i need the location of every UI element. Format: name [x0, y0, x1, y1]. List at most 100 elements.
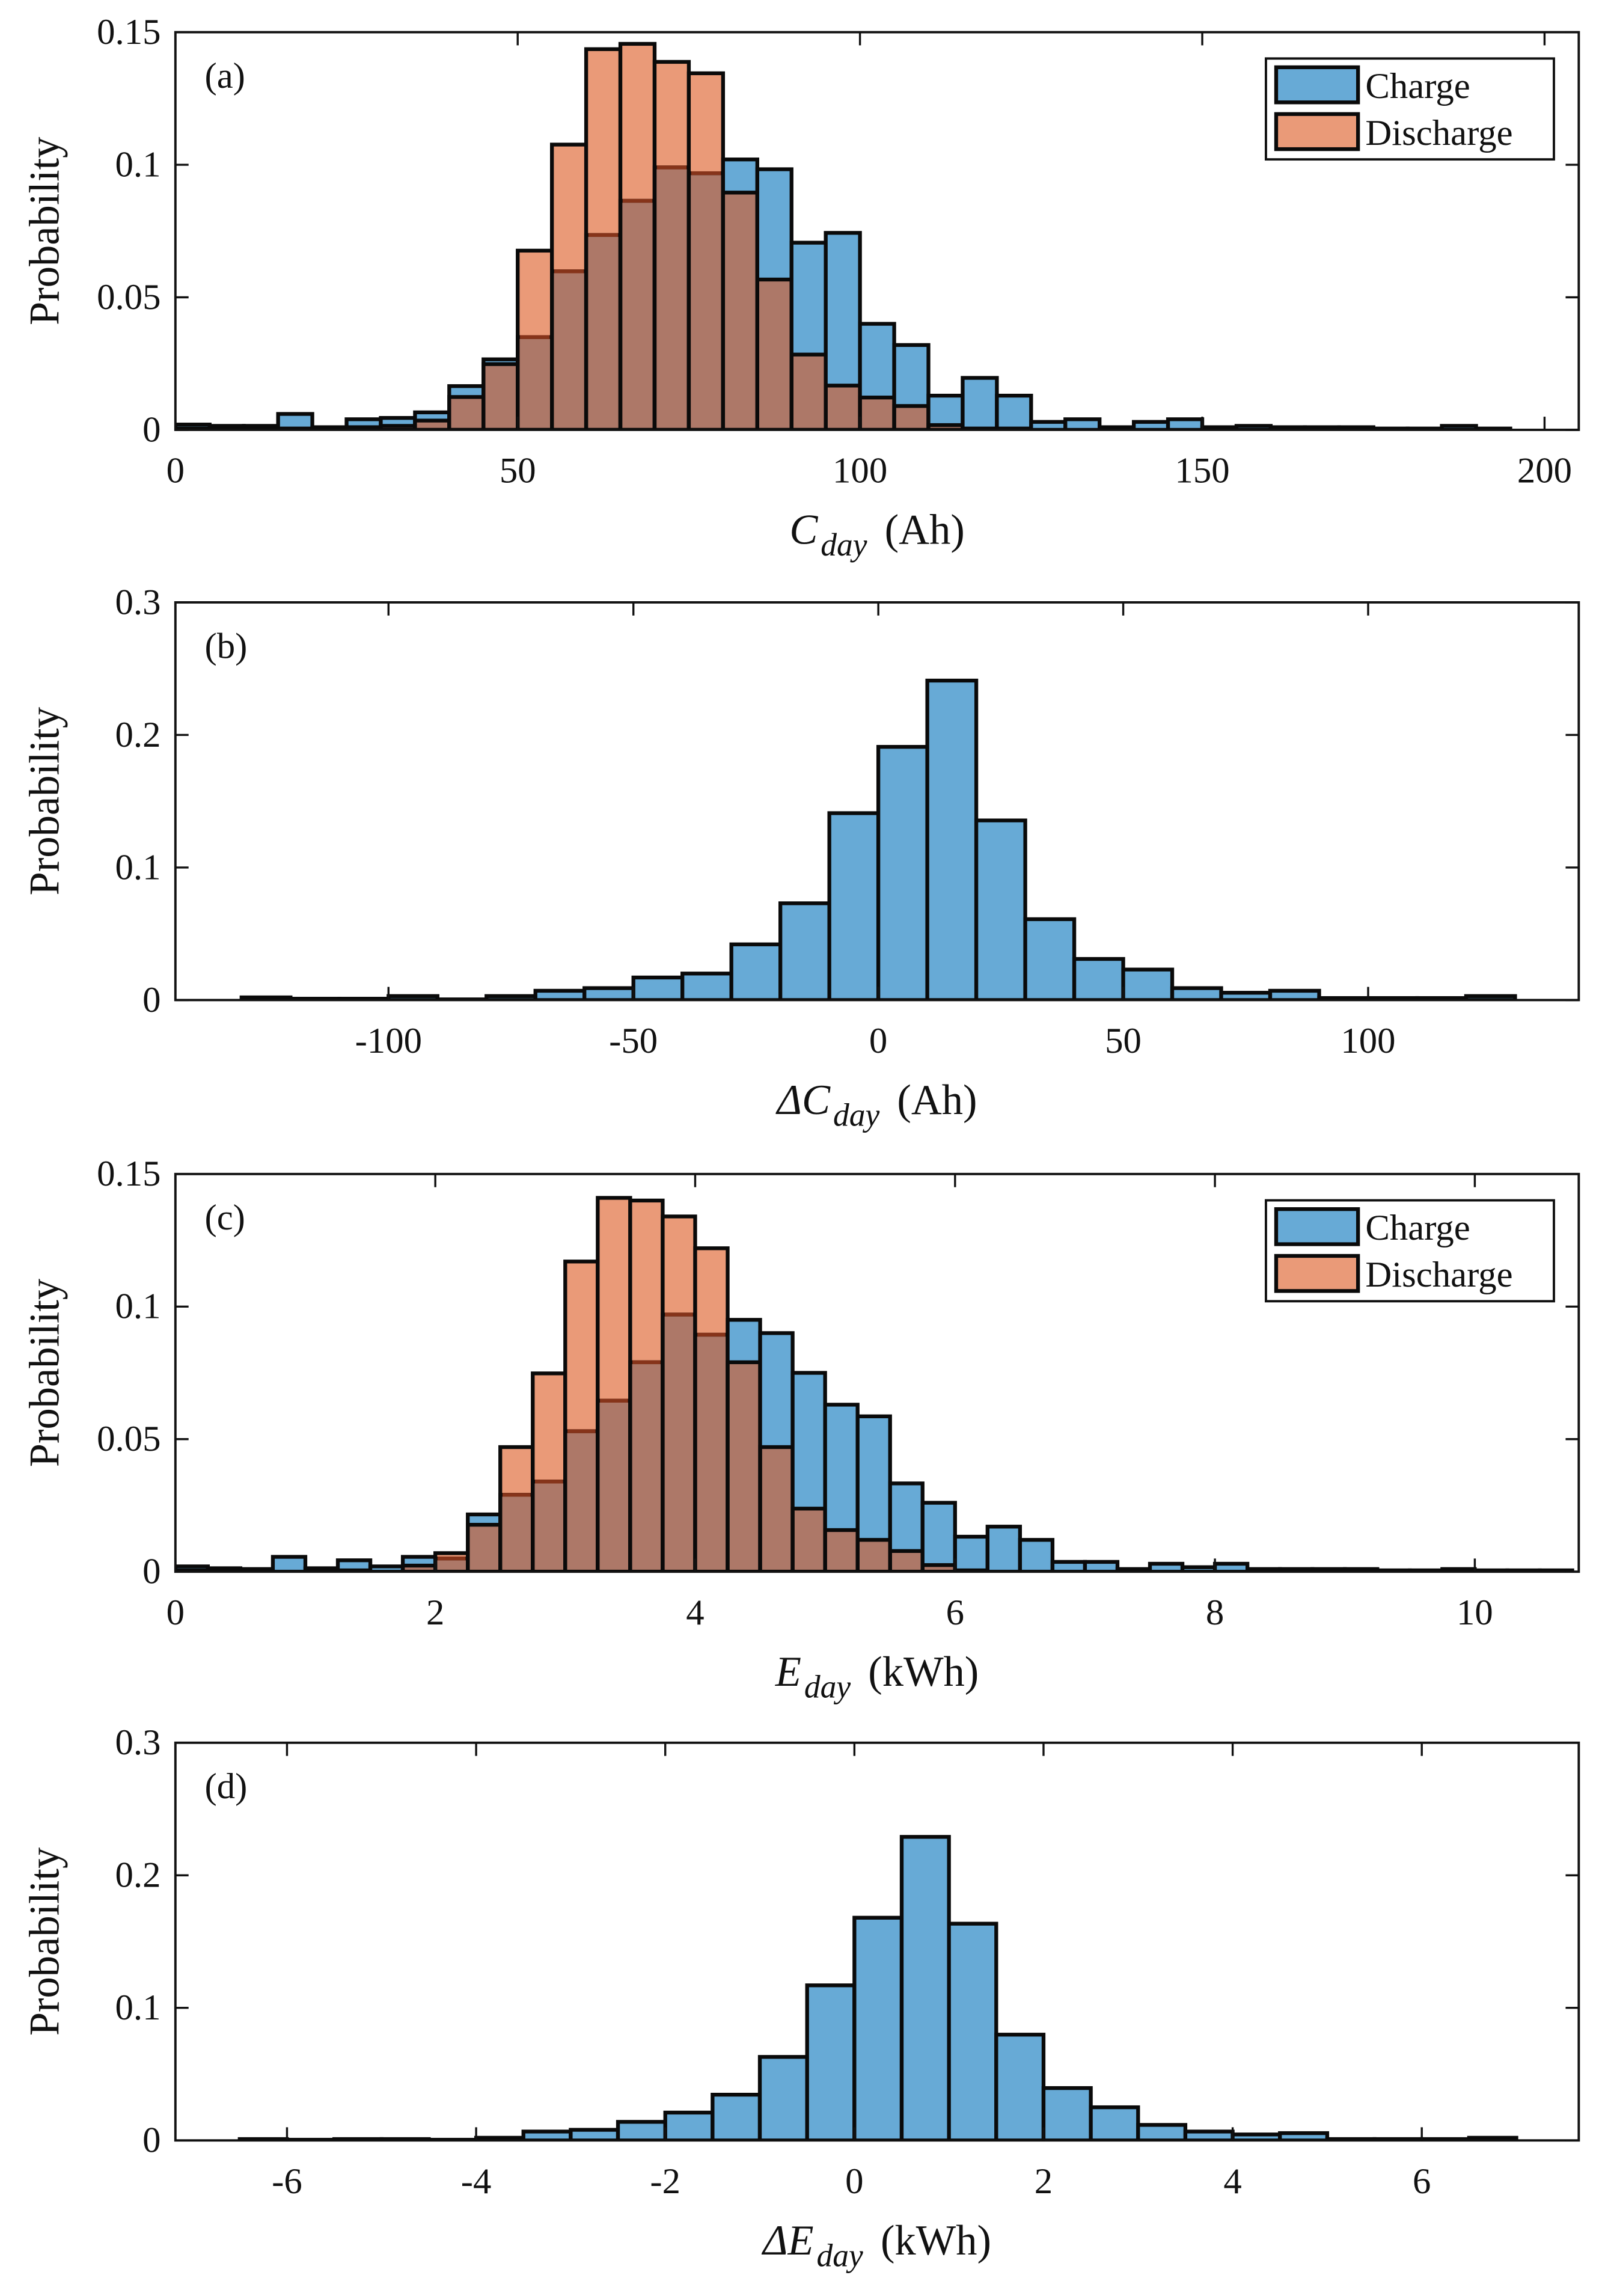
legend: Charge Discharge: [1265, 57, 1555, 161]
y-tick-label: 0.1: [115, 1988, 161, 2028]
y-axis-label: Probability: [21, 707, 68, 895]
x-axis-label: ΔE day (kWh): [761, 2217, 991, 2273]
x-label-subscript: day: [817, 2237, 863, 2273]
overlap-bar: [860, 397, 894, 430]
overlap-bar: [381, 426, 415, 430]
x-tick-label: -4: [461, 2161, 492, 2202]
charge-bar: [1464, 994, 1517, 1000]
charge-bar: [962, 378, 997, 430]
charge-bar: [876, 745, 929, 1000]
x-tick-label: 2: [1035, 2161, 1053, 2202]
overlap-bar: [695, 1335, 728, 1572]
overlap-bar: [792, 1508, 825, 1572]
charge-bar: [711, 2092, 762, 2141]
charge-bar: [569, 2128, 620, 2141]
charge-bar: [1170, 986, 1223, 1000]
y-tick-label: 0.15: [97, 1154, 160, 1194]
panel-label: (b): [204, 626, 247, 666]
charge-bar: [729, 942, 783, 1000]
x-tick-label: 0: [845, 2161, 863, 2202]
y-tick-label: 0.2: [115, 715, 161, 755]
charge-bar: [994, 2033, 1046, 2141]
charge-bar: [1052, 1561, 1085, 1572]
charge-bar: [955, 1537, 988, 1572]
charge-bar: [1182, 1567, 1215, 1572]
panel-d: -6 -4 -2 0 2 4 6 0 0.1 0.2 0.3 (d) Probability ΔE day (…: [21, 1722, 1580, 2273]
charge-bar-outline: [271, 1555, 308, 1572]
overlap-bar: [565, 1431, 598, 1572]
charge-bar: [1072, 957, 1125, 1000]
y-tick-label: 0: [142, 1552, 160, 1592]
x-tick-label: 200: [1517, 451, 1572, 491]
charge-bar: [778, 901, 831, 1000]
x-label-subscript: day: [804, 1668, 851, 1704]
overlap-bar: [890, 1551, 923, 1572]
overlap-bar: [500, 1495, 533, 1572]
charge-bar: [1023, 917, 1077, 1000]
legend-swatch-discharge: [1274, 112, 1360, 152]
y-tick-label: 0.15: [97, 12, 160, 52]
legend-label-charge: Charge: [1365, 66, 1470, 106]
x-tick-label: 6: [946, 1593, 964, 1633]
charge-bar: [1065, 419, 1100, 430]
charge-bar-outline: [995, 393, 1033, 430]
y-tick-label: 0.2: [115, 1855, 161, 1896]
overlap-bar: [791, 354, 826, 430]
x-tick-label: 100: [1341, 1021, 1395, 1061]
x-tick-label: 4: [1223, 2161, 1241, 2202]
overlap-bar: [662, 1314, 695, 1572]
y-axis-label: Probability: [21, 1848, 68, 2036]
charge-bar: [631, 975, 685, 1000]
x-label-unit: (kWh): [868, 1649, 979, 1695]
y-tick-label: 0: [142, 409, 160, 450]
charge-bar: [1215, 1564, 1248, 1572]
charge-bar: [925, 678, 979, 1000]
charge-bar: [1089, 2105, 1140, 2141]
x-label-symbol: ΔE: [761, 2217, 813, 2264]
y-axis-label: Probability: [21, 1279, 68, 1467]
x-tick-label: 2: [426, 1593, 444, 1633]
overlap-bar: [757, 279, 792, 430]
legend: Charge Discharge: [1265, 1199, 1555, 1303]
charge-bar: [1121, 967, 1175, 1000]
overlap-bar: [825, 385, 860, 430]
x-tick-label: 100: [833, 451, 887, 491]
overlap-bar: [894, 406, 929, 430]
x-tick-label: -100: [355, 1021, 422, 1061]
charge-bar: [1183, 2129, 1235, 2141]
overlap-bar: [825, 1530, 858, 1572]
charge-bar: [663, 2110, 715, 2141]
overlap-bar: [620, 200, 655, 430]
overlap-bar: [449, 397, 484, 430]
panel-a: 0 50 100 150 200 0 0.05 0.1 0.15 (a) Probability C d…: [21, 12, 1580, 563]
charge-bar: [1168, 419, 1203, 430]
overlap-bar: [483, 364, 518, 430]
x-tick-label: 6: [1413, 2161, 1431, 2202]
charge-bar: [521, 2129, 573, 2141]
axes-box: [174, 1741, 1580, 2142]
charge-bar: [680, 972, 733, 1000]
overlap-bar: [518, 337, 552, 430]
x-label-unit: (Ah): [885, 507, 965, 554]
legend-label-discharge: Discharge: [1365, 113, 1512, 153]
x-axis-label: ΔC day (Ah): [775, 1077, 977, 1133]
overlap-bar: [928, 425, 963, 430]
charge-bar: [899, 1835, 951, 2141]
x-tick-label: 50: [1105, 1021, 1142, 1061]
legend-swatch-charge: [1274, 1207, 1360, 1246]
charge-bar: [947, 1921, 998, 2141]
charge-bar: [997, 396, 1032, 430]
x-tick-label: 4: [686, 1593, 704, 1633]
x-label-subscript: day: [821, 527, 867, 563]
charge-bar: [370, 1566, 403, 1572]
legend-label-discharge: Discharge: [1365, 1255, 1512, 1295]
charge-bar: [1020, 1540, 1053, 1572]
panel-c: 0 2 4 6 8 10 0 0.05 0.1 0.15 (c) Probability E day (kW…: [21, 1154, 1580, 1704]
y-tick-label: 0.05: [97, 1419, 160, 1459]
overlap-bar: [630, 1362, 663, 1572]
overlap-bar: [552, 271, 587, 430]
y-tick-label: 0.3: [115, 1722, 161, 1763]
x-label-symbol: E: [775, 1649, 801, 1695]
